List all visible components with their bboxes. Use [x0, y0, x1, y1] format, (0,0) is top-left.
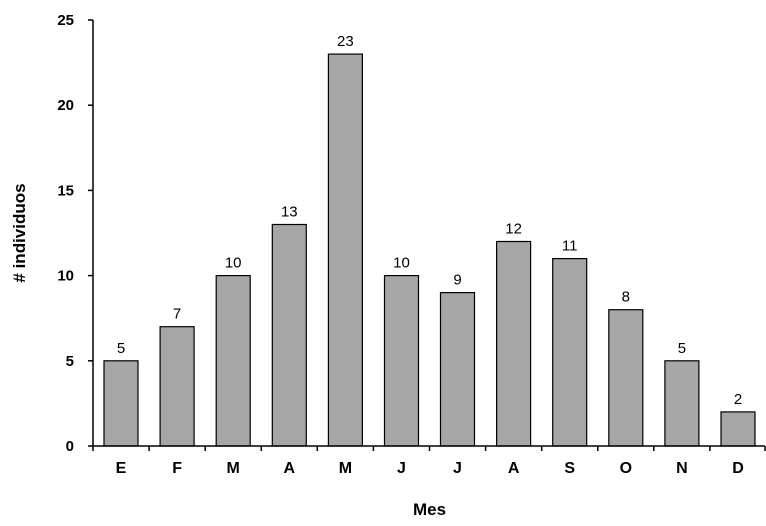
data-label-10: 5	[678, 340, 686, 357]
data-label-9: 8	[622, 289, 630, 306]
y-tick-label-4: 20	[57, 97, 74, 114]
bar-7	[496, 240, 532, 447]
bar-0	[103, 360, 139, 447]
bar-2	[215, 275, 251, 447]
x-tick-label-3: A	[284, 460, 296, 477]
x-tick-label-1: F	[172, 460, 182, 477]
y-axis-title: # individuos	[10, 183, 29, 282]
bar-9	[608, 309, 644, 447]
data-label-7: 12	[505, 221, 522, 238]
x-tick-label-11: D	[732, 460, 744, 477]
bar-11	[720, 411, 756, 447]
y-tick-labels-group: 0 5 10 15 20 25	[57, 12, 74, 455]
data-label-3: 13	[281, 204, 298, 221]
x-tick-label-5: J	[397, 460, 406, 477]
x-tick-label-0: E	[116, 460, 127, 477]
data-labels-group: 5 7 10 13 23 10 9 12 11 8 5 2	[117, 33, 742, 408]
x-tick-label-2: M	[227, 460, 240, 477]
x-tick-label-9: O	[620, 460, 632, 477]
y-tick-label-0: 0	[66, 438, 74, 455]
data-label-5: 10	[393, 255, 410, 272]
data-label-2: 10	[225, 255, 242, 272]
x-tick-label-8: S	[564, 460, 575, 477]
x-tick-label-4: M	[339, 460, 352, 477]
bars-group	[103, 53, 756, 447]
bar-5	[383, 275, 420, 447]
x-axis-title: Mes	[413, 500, 446, 519]
bar-8	[552, 258, 588, 447]
x-tick-label-10: N	[676, 460, 688, 477]
bar-3	[271, 223, 307, 447]
axes-group	[88, 19, 766, 451]
data-label-11: 2	[734, 391, 742, 408]
data-label-4: 23	[337, 33, 354, 50]
y-tick-label-2: 10	[57, 268, 74, 285]
data-label-8: 11	[562, 238, 578, 255]
bar-4	[327, 53, 363, 447]
y-tick-label-5: 25	[57, 12, 74, 29]
x-tick-label-7: A	[508, 460, 520, 477]
data-label-1: 7	[173, 306, 181, 323]
bar-1	[159, 326, 195, 447]
data-label-6: 9	[453, 272, 461, 289]
y-tick-label-1: 5	[66, 353, 74, 370]
x-tick-label-6: J	[453, 460, 462, 477]
bar-10	[664, 360, 700, 447]
bar-6	[439, 292, 476, 447]
data-label-0: 5	[117, 340, 125, 357]
y-tick-label-3: 15	[57, 182, 74, 199]
